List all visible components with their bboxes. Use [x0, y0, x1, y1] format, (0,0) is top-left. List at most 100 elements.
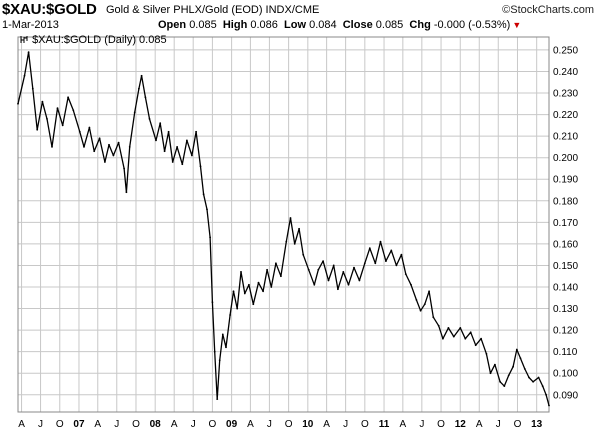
high-label: High	[222, 19, 248, 31]
low-value: 0.084	[309, 19, 337, 31]
close-label: Close	[342, 19, 373, 31]
x-tick-label: J	[496, 419, 501, 430]
data-point	[27, 51, 30, 53]
data-point	[232, 290, 235, 293]
data-point	[191, 154, 193, 157]
data-point	[67, 96, 69, 99]
data-point	[528, 376, 530, 379]
x-tick-label: O	[361, 419, 369, 430]
data-point	[368, 247, 371, 250]
data-point	[332, 264, 335, 267]
data-point	[512, 365, 514, 368]
chg-label: Chg	[409, 19, 431, 31]
y-tick-label: 0.230	[553, 89, 578, 100]
x-tick-label: J	[343, 419, 348, 430]
x-tick-label: A	[399, 419, 406, 430]
data-point	[289, 217, 292, 219]
y-tick-label: 0.090	[553, 390, 578, 401]
data-point	[317, 268, 320, 271]
data-point	[515, 348, 518, 351]
x-tick-label: 12	[455, 419, 467, 430]
x-tick-label: A	[247, 419, 254, 430]
data-point	[125, 191, 128, 194]
legend-text: $XAU:$GOLD (Daily) 0.085	[32, 34, 167, 46]
data-point	[117, 141, 120, 144]
data-point	[415, 299, 418, 301]
data-point	[206, 208, 208, 211]
data-point	[218, 359, 221, 362]
x-tick-label: 08	[150, 419, 162, 430]
data-point	[410, 283, 412, 286]
x-tick-label: O	[209, 419, 217, 430]
data-point	[452, 335, 455, 338]
data-point	[363, 262, 366, 265]
data-point	[270, 286, 273, 288]
data-point	[428, 290, 430, 293]
data-point	[437, 324, 440, 327]
data-point	[128, 146, 131, 148]
data-point	[266, 268, 268, 271]
data-point	[379, 240, 382, 243]
open-value: 0.085	[189, 19, 217, 31]
data-point	[469, 331, 472, 334]
x-tick-label: 11	[379, 419, 390, 430]
data-point	[395, 264, 398, 267]
y-tick-label: 0.100	[553, 369, 578, 380]
data-point	[494, 363, 496, 366]
data-point	[499, 380, 501, 383]
data-point	[419, 309, 422, 312]
x-tick-label: 13	[531, 419, 543, 430]
stockcharts-logo[interactable]: ©StockCharts.com	[502, 4, 594, 16]
data-point	[474, 344, 477, 347]
y-tick-label: 0.140	[553, 283, 578, 294]
quote-values: Open 0.085 High 0.086 Low 0.084 Close 0.…	[158, 19, 521, 31]
data-point	[98, 137, 101, 140]
data-point	[298, 227, 300, 230]
x-tick-label: O	[514, 419, 522, 430]
x-tick-label: J	[38, 419, 43, 430]
data-point	[252, 303, 255, 306]
down-arrow-icon: ▼	[512, 20, 522, 30]
y-tick-label: 0.150	[553, 261, 578, 272]
grid-lines	[18, 37, 549, 412]
x-tick-label: O	[56, 419, 64, 430]
data-point	[138, 87, 140, 90]
data-point	[459, 327, 462, 329]
y-tick-label: 0.110	[553, 347, 578, 358]
x-tick-label: O	[132, 419, 140, 430]
data-point	[240, 271, 242, 273]
chart-header: $XAU:$GOLD Gold & Silver PHLX/Gold (EOD)…	[2, 1, 598, 19]
data-point	[104, 161, 106, 163]
data-point	[211, 301, 214, 303]
data-point	[31, 87, 34, 90]
low-label: Low	[284, 19, 307, 31]
data-point	[423, 303, 426, 306]
y-tick-label: 0.190	[553, 175, 578, 186]
x-tick-label: O	[437, 419, 445, 430]
x-axis: A J O 07 A J O 08 A J O 09 A J O 10 A J O 11 A J O 12 A J O 13	[18, 419, 542, 430]
data-point	[442, 337, 444, 340]
data-point	[171, 161, 174, 163]
data-point	[17, 102, 19, 105]
y-tick-label: 0.200	[553, 153, 578, 164]
x-tick-label: 10	[302, 419, 314, 430]
data-point	[181, 163, 184, 166]
legend: $XAU:$GOLD (Daily) 0.085	[20, 34, 167, 46]
data-point	[83, 146, 85, 148]
data-point	[257, 281, 260, 284]
x-tick-label: A	[171, 419, 178, 430]
x-tick-label: 07	[73, 419, 85, 430]
data-point	[404, 273, 407, 275]
data-point	[327, 279, 330, 282]
x-tick-label: J	[114, 419, 119, 430]
data-point	[93, 150, 96, 153]
series-layer	[17, 51, 550, 407]
data-point	[112, 154, 115, 157]
data-point	[248, 283, 250, 286]
data-point	[280, 275, 282, 278]
data-point	[202, 193, 205, 196]
data-point	[243, 292, 246, 295]
x-tick-label: J	[267, 419, 272, 430]
data-point	[302, 253, 305, 256]
data-point	[78, 130, 81, 133]
